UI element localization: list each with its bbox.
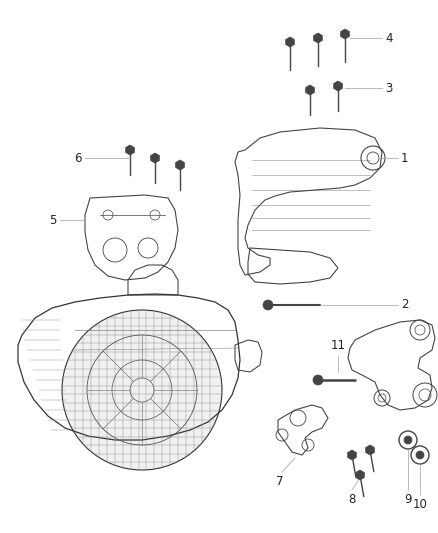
Text: 1: 1: [401, 151, 409, 165]
Text: 10: 10: [413, 498, 427, 511]
Text: 11: 11: [331, 339, 346, 352]
Text: 7: 7: [276, 475, 284, 488]
Text: 3: 3: [385, 82, 392, 94]
Polygon shape: [126, 145, 134, 155]
Circle shape: [263, 300, 273, 310]
Polygon shape: [286, 37, 294, 47]
Polygon shape: [314, 33, 322, 43]
Polygon shape: [334, 81, 343, 91]
Text: 9: 9: [404, 493, 412, 506]
Text: 8: 8: [348, 493, 356, 506]
Text: 2: 2: [401, 298, 409, 311]
Circle shape: [313, 375, 323, 385]
Polygon shape: [366, 445, 374, 455]
Text: 6: 6: [74, 151, 82, 165]
Text: 4: 4: [385, 31, 392, 44]
Polygon shape: [341, 29, 350, 39]
Circle shape: [416, 451, 424, 459]
Polygon shape: [348, 450, 357, 460]
Polygon shape: [306, 85, 314, 95]
Polygon shape: [151, 153, 159, 163]
Circle shape: [62, 310, 222, 470]
Polygon shape: [356, 470, 364, 480]
Polygon shape: [176, 160, 184, 170]
Text: 5: 5: [49, 214, 57, 227]
Circle shape: [404, 436, 412, 444]
